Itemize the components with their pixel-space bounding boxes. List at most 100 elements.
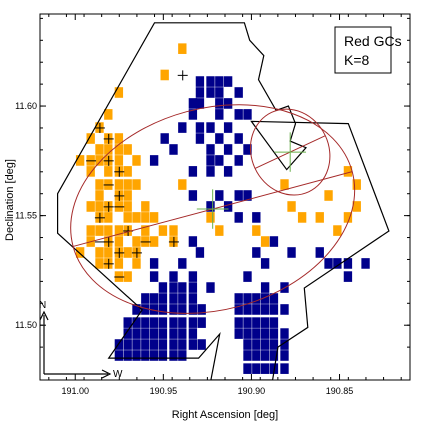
orange-cell [75, 247, 85, 258]
navy-cell [243, 304, 252, 315]
navy-cell [158, 293, 168, 304]
orange-cell [104, 166, 113, 177]
west-arrow-head [101, 369, 112, 379]
navy-cell [223, 122, 233, 133]
navy-cell [195, 122, 205, 133]
navy-cell [269, 304, 279, 315]
navy-cell [149, 293, 159, 304]
orange-cell [114, 144, 124, 155]
navy-cell [260, 258, 270, 269]
orange-cell [132, 236, 141, 247]
navy-cell [197, 317, 206, 328]
navy-cell [260, 304, 270, 315]
navy-cell [158, 328, 168, 339]
legend-box: Red GCs K=8 [334, 26, 402, 74]
orange-cell [104, 247, 113, 258]
navy-cell [123, 350, 132, 361]
navy-cell [188, 98, 198, 109]
navy-cell [206, 282, 215, 293]
y-tick-label: 11.50 [15, 320, 37, 330]
navy-cell [324, 258, 333, 269]
orange-cell [315, 212, 324, 223]
navy-cell [195, 87, 205, 98]
y-tick-label: 11.55 [15, 211, 37, 221]
navy-cell [149, 304, 159, 315]
navy-cell [158, 282, 168, 293]
orange-cell [86, 166, 95, 177]
navy-cell [215, 133, 224, 144]
orange-cell [132, 179, 141, 190]
navy-cell [149, 328, 159, 339]
navy-cell [243, 350, 252, 361]
navy-cell [243, 317, 252, 328]
navy-cell [188, 317, 198, 328]
navy-cell [188, 166, 198, 177]
navy-cell [234, 304, 243, 315]
navy-cell [280, 350, 289, 361]
y-tick-label: 11.60 [15, 101, 37, 111]
orange-cell [114, 179, 124, 190]
orange-cell [206, 212, 215, 223]
navy-cell [149, 258, 159, 269]
orange-cell [352, 201, 361, 212]
navy-cell [206, 76, 215, 87]
navy-cell [243, 144, 252, 155]
navy-cell [178, 122, 187, 133]
north-label: N [39, 300, 46, 311]
orange-cell [169, 225, 178, 236]
navy-cell [123, 328, 132, 339]
orange-cell [86, 201, 95, 212]
navy-cell [243, 293, 252, 304]
navy-cell [280, 363, 289, 374]
navy-cell [195, 76, 205, 87]
navy-cell [252, 350, 261, 361]
navy-cell [188, 304, 198, 315]
orange-cell [95, 201, 104, 212]
orange-cell [215, 225, 224, 236]
navy-cell [169, 328, 178, 339]
navy-cell [223, 166, 233, 177]
navy-cell [252, 212, 261, 223]
orange-cell [114, 87, 124, 98]
navy-cell [188, 293, 198, 304]
navy-cell [178, 317, 187, 328]
navy-cell [234, 155, 243, 166]
orange-cell [252, 225, 261, 236]
orange-cell [343, 212, 353, 223]
orange-cell [95, 190, 104, 201]
navy-cell [215, 155, 224, 166]
navy-cell [132, 339, 141, 350]
orange-cell [114, 258, 124, 269]
navy-cell [141, 293, 150, 304]
navy-cell [280, 328, 289, 339]
navy-cell [141, 317, 150, 328]
navy-cell [343, 271, 353, 282]
orange-cell [75, 155, 85, 166]
orange-cell [104, 212, 113, 223]
x-tick-label: 191.00 [61, 386, 89, 396]
navy-cell [132, 328, 141, 339]
cross-layer [196, 132, 307, 229]
navy-cell [160, 133, 169, 144]
compass: N W [39, 300, 123, 380]
orange-cell [95, 179, 104, 190]
navy-cell [260, 363, 270, 374]
navy-cell [215, 109, 224, 120]
navy-cell [252, 293, 261, 304]
survey-footprint [56, 22, 390, 380]
west-label: W [113, 369, 123, 380]
navy-cell [206, 122, 215, 133]
navy-cell [188, 190, 198, 201]
navy-cell [269, 339, 279, 350]
navy-cell [215, 98, 224, 109]
navy-cell [260, 350, 270, 361]
orange-cell [343, 166, 353, 177]
navy-cell [141, 350, 150, 361]
orange-cell [123, 271, 132, 282]
orange-cell [160, 69, 169, 81]
navy-cell [169, 339, 178, 350]
orange-cell [123, 190, 132, 201]
footprint-layer [56, 22, 390, 380]
navy-cell [188, 109, 198, 120]
legend-line-2: K=8 [344, 52, 370, 68]
